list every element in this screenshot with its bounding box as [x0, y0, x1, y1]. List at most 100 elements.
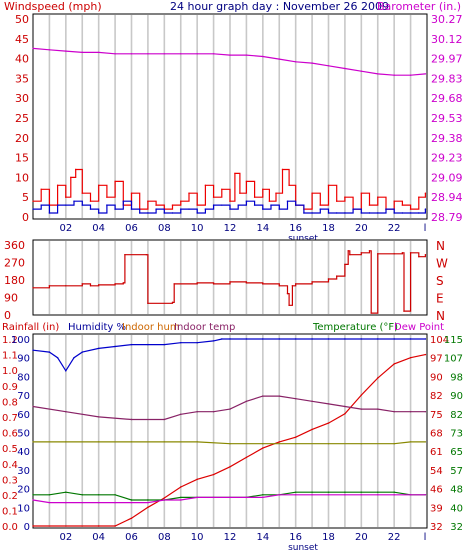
rainfall-tick-label: 0.2 — [2, 491, 18, 502]
data-point-1-0 — [173, 283, 175, 285]
humidity-tick-label: 50 — [17, 429, 30, 440]
direction-degree-tick-label: 0 — [4, 309, 11, 322]
data-point-2-2 — [360, 408, 362, 410]
temperature-tick-label-b: 32 — [450, 522, 463, 533]
windspeed-axis-title: Windspeed (mph) — [4, 0, 102, 13]
data-point-0-2 — [32, 208, 34, 210]
data-point-2-1 — [48, 351, 51, 353]
barometer-tick-label: 29.09 — [431, 171, 463, 184]
data-point-0-2 — [336, 212, 338, 214]
data-point-2-5 — [212, 496, 215, 499]
data-point-2-1 — [56, 357, 59, 359]
rainfall-tick-label: 1.2 — [2, 335, 18, 346]
data-point-0-1 — [275, 192, 277, 194]
data-point-2-5 — [262, 496, 264, 499]
data-point-2-1 — [295, 338, 297, 340]
data-point-0-1 — [344, 196, 346, 198]
data-point-0-1 — [75, 168, 77, 171]
windspeed-tick-label: 20 — [15, 132, 29, 145]
humidity-tick-label: 80 — [17, 372, 30, 383]
wind-x-tick-label: 20 — [355, 223, 368, 234]
data-point-0-2 — [171, 212, 174, 214]
data-point-2-0 — [262, 447, 264, 449]
data-point-0-2 — [180, 208, 182, 210]
data-point-0-2 — [360, 212, 362, 214]
data-point-0-0 — [344, 67, 346, 70]
data-point-2-5 — [424, 494, 427, 496]
humidity-tick-label: 70 — [17, 391, 30, 402]
data-point-0-1 — [393, 200, 395, 202]
temperature-tick-label-a: 75 — [430, 410, 443, 421]
series-line-2-1 — [32, 338, 426, 372]
data-point-2-5 — [278, 494, 280, 496]
data-point-0-0 — [212, 53, 215, 55]
data-point-2-0 — [424, 353, 427, 356]
data-point-2-3 — [409, 441, 412, 443]
temperature-tick-label-a: 90 — [430, 372, 443, 383]
barometer-tick-label: 28.94 — [431, 191, 463, 204]
data-point-0-0 — [229, 54, 231, 56]
data-point-1-0 — [89, 285, 92, 287]
data-point-0-2 — [352, 208, 354, 210]
data-point-2-3 — [32, 441, 34, 443]
data-point-0-1 — [188, 192, 190, 194]
data-point-0-0 — [114, 53, 116, 55]
temperature-tick-label-b: 57 — [450, 466, 463, 477]
data-point-1-0 — [377, 253, 379, 255]
data-point-2-5 — [147, 501, 149, 504]
windspeed-tick-label: 0 — [22, 211, 29, 224]
data-point-0-0 — [81, 51, 84, 54]
data-point-0-2 — [327, 212, 330, 214]
data-point-0-2 — [114, 208, 116, 210]
barometer-tick-label: 29.97 — [431, 53, 463, 66]
data-point-0-1 — [89, 200, 92, 202]
rainfall-tick-label: 0.5 — [2, 444, 18, 455]
rainfall-tick-label: 0.1 — [2, 507, 18, 518]
data-point-2-3 — [327, 443, 330, 445]
dew-point-axis-title: Dew Point — [394, 322, 444, 333]
wind-x-tick-label: 14 — [256, 223, 269, 234]
wind-x-end-tick: l — [424, 223, 427, 234]
data-point-1-0 — [418, 256, 420, 258]
data-point-2-4 — [32, 494, 34, 496]
data-point-2-4 — [360, 491, 362, 493]
data-point-0-2 — [221, 204, 223, 206]
temperature-tick-label-a: 82 — [430, 391, 443, 402]
data-point-2-5 — [32, 499, 34, 501]
data-point-0-0 — [32, 47, 34, 50]
data-point-2-0 — [360, 394, 362, 396]
data-point-0-1 — [401, 204, 404, 206]
bottom-x-tick-label: 18 — [322, 532, 335, 543]
data-point-1-0 — [286, 292, 289, 295]
data-point-0-1 — [130, 192, 133, 194]
data-point-1-0 — [424, 254, 427, 256]
data-point-0-1 — [311, 192, 313, 194]
data-point-2-0 — [98, 525, 100, 527]
data-point-1-0 — [401, 252, 404, 254]
data-point-0-2 — [98, 212, 100, 214]
data-point-2-1 — [81, 351, 84, 353]
data-point-1-0 — [295, 283, 297, 285]
data-point-2-4 — [393, 491, 395, 493]
data-point-2-2 — [424, 411, 427, 413]
data-point-2-1 — [327, 338, 330, 340]
data-point-0-1 — [368, 204, 371, 206]
direction-degree-tick-label: 360 — [4, 239, 25, 252]
wind-x-tick-label: 04 — [92, 223, 105, 234]
data-point-2-4 — [327, 491, 330, 493]
data-point-2-2 — [130, 418, 133, 421]
data-point-0-1 — [56, 184, 59, 186]
temperature-tick-label-a: 46 — [430, 485, 443, 496]
data-point-0-2 — [377, 212, 379, 214]
data-point-1-0 — [336, 275, 338, 277]
data-point-1-0 — [368, 250, 371, 252]
data-point-1-0 — [32, 287, 34, 289]
data-point-0-1 — [336, 200, 338, 202]
data-point-0-2 — [295, 204, 297, 206]
barometer-tick-label: 30.12 — [431, 33, 463, 46]
data-point-2-4 — [114, 494, 116, 496]
data-point-0-1 — [253, 196, 256, 198]
data-point-2-5 — [393, 494, 395, 496]
windspeed-tick-label: 40 — [15, 53, 29, 66]
data-point-0-2 — [237, 204, 239, 206]
